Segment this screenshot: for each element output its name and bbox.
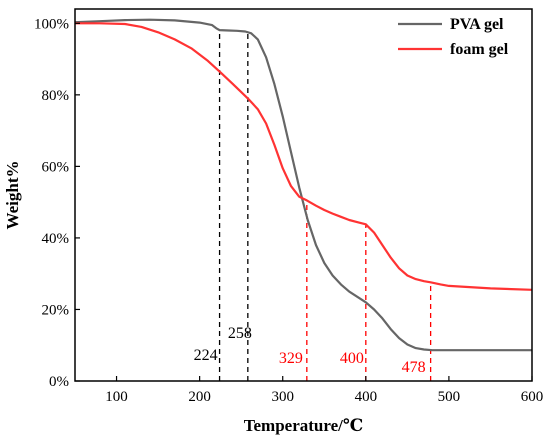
annotation-label-478: 478 <box>402 359 426 376</box>
y-axis-ticks: 0% 20% 40% 60% 80% 100% <box>34 16 80 390</box>
annotation-label-400: 400 <box>340 350 364 367</box>
y-tick-label: 20% <box>42 302 70 318</box>
annotation-label-258: 258 <box>228 325 252 342</box>
legend-label: PVA gel <box>450 16 504 33</box>
annotation-lines <box>218 30 432 381</box>
y-tick-label: 40% <box>42 231 70 247</box>
y-tick-label: 60% <box>42 159 70 175</box>
x-tick-label: 500 <box>438 389 461 405</box>
annotation-label-224: 224 <box>194 347 218 364</box>
y-tick-label: 100% <box>34 16 69 32</box>
series-line-foam-gel <box>75 22 533 291</box>
x-tick-label: 200 <box>188 389 211 405</box>
legend-label: foam gel <box>450 41 509 58</box>
x-tick-label: 400 <box>355 389 378 405</box>
y-tick-label: 0% <box>49 374 69 390</box>
series-group <box>74 18 533 352</box>
annotation-label-329: 329 <box>279 350 303 367</box>
plot-frame <box>74 8 533 382</box>
x-tick-label: 100 <box>105 389 128 405</box>
x-tick-label: 300 <box>271 389 294 405</box>
x-axis-title: Temperature/℃ <box>244 416 364 435</box>
legend: PVA gel foam gel <box>398 16 509 58</box>
y-axis-title: Weight% <box>3 161 22 230</box>
annotation-labels: 224 258 329 400 478 <box>194 325 426 376</box>
series-line-pva-gel <box>74 18 532 352</box>
x-axis-ticks: 100 200 300 400 500 600 <box>105 376 543 405</box>
y-tick-label: 80% <box>42 88 70 104</box>
x-tick-label: 600 <box>521 389 544 405</box>
